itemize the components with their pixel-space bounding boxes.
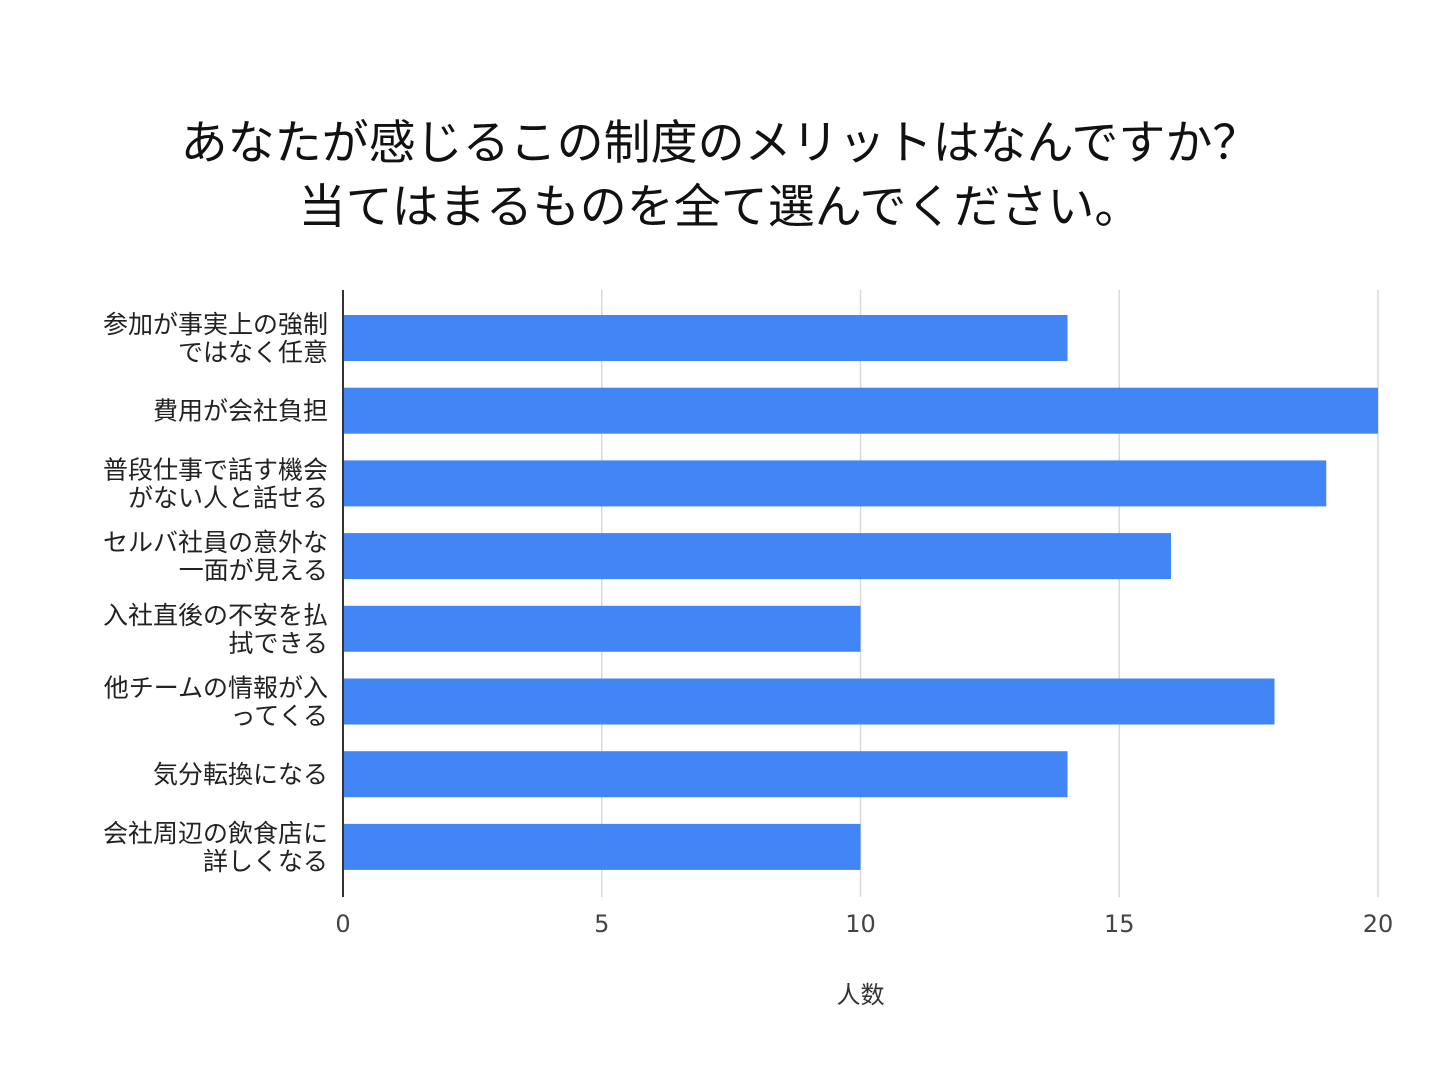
category-label-1-line-1: 参加が事実上の強制 bbox=[103, 310, 328, 339]
category-label-3-line-1: 普段仕事で話す機会 bbox=[103, 455, 328, 484]
x-axis-title: 人数 bbox=[837, 981, 885, 1009]
category-label-6-line-1: 他チームの情報が入 bbox=[104, 674, 328, 703]
category-label-3-line-2: がない人と話せる bbox=[128, 483, 328, 512]
category-label-2-line-1: 費用が会社負担 bbox=[153, 397, 328, 426]
category-label-7-line-1: 気分転換になる bbox=[153, 760, 328, 789]
bar-3 bbox=[343, 460, 1327, 507]
x-tick-label-15: 15 bbox=[1104, 910, 1135, 938]
bars bbox=[343, 315, 1378, 870]
bar-7 bbox=[343, 751, 1068, 798]
category-label-1-line-2: ではなく任意 bbox=[178, 338, 328, 367]
category-label-7: 気分転換になる bbox=[153, 760, 328, 789]
x-tick-label-20: 20 bbox=[1363, 910, 1394, 938]
bar-8 bbox=[343, 823, 861, 870]
category-label-4-line-2: 一面が見える bbox=[179, 556, 328, 585]
x-tick-label-5: 5 bbox=[594, 910, 609, 938]
bar-1 bbox=[343, 315, 1068, 361]
x-tick-label-0: 0 bbox=[335, 910, 350, 938]
chart-title-line-1: あなたが感じるこの制度のメリットはなんですか？ bbox=[180, 116, 1260, 171]
chart-title: あなたが感じるこの制度のメリットはなんですか？ 当てはまるものを全て選んでくださ… bbox=[0, 112, 1440, 240]
category-labels: 参加が事実上の強制ではなく任意費用が会社負担普段仕事で話す機会がない人と話せるセ… bbox=[103, 310, 328, 876]
category-label-2: 費用が会社負担 bbox=[153, 397, 328, 426]
bar-2 bbox=[343, 387, 1378, 434]
x-tick-labels: 0 5 10 15 20 bbox=[335, 910, 1393, 938]
bar-5 bbox=[343, 605, 861, 652]
category-label-8-line-2: 詳しくなる bbox=[203, 847, 328, 876]
bar-4 bbox=[343, 533, 1171, 580]
bar-6 bbox=[343, 678, 1275, 725]
chart-title-line-2: 当てはまるものを全て選んでください。 bbox=[298, 180, 1142, 235]
category-label-4-line-1: セルバ社員の意外な bbox=[103, 528, 328, 557]
x-tick-label-10: 10 bbox=[845, 910, 876, 938]
category-label-5-line-2: 拭できる bbox=[228, 629, 328, 658]
category-label-5-line-1: 入社直後の不安を払 bbox=[103, 601, 328, 630]
gridlines bbox=[601, 290, 1379, 897]
category-label-8-line-1: 会社周辺の飲食店に bbox=[103, 819, 328, 848]
category-label-6-line-2: ってくる bbox=[230, 702, 328, 731]
